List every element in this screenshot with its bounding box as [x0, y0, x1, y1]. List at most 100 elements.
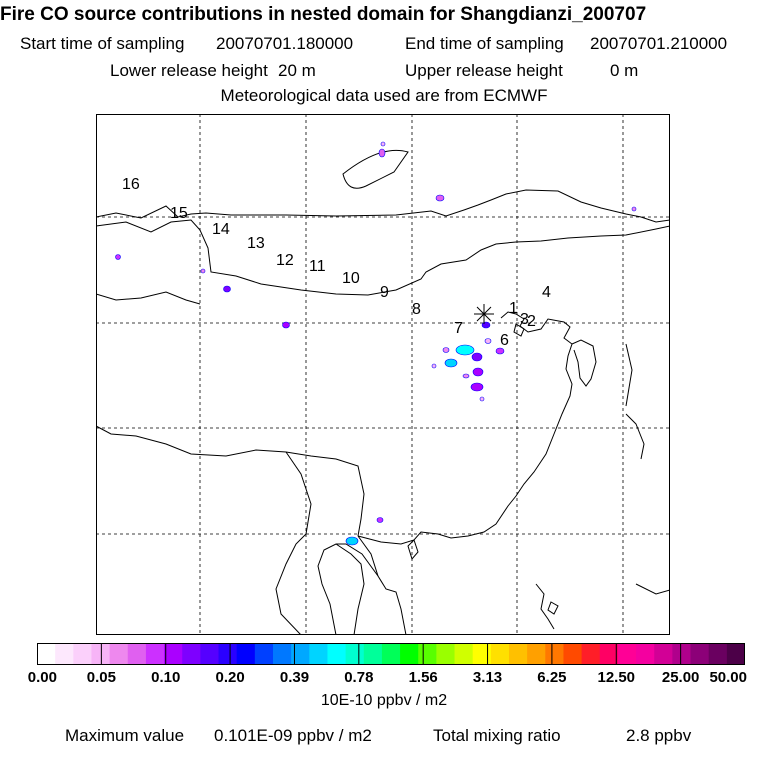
colorbar-cell [400, 643, 419, 665]
colorbar-cell [145, 643, 165, 665]
fire-blob-low [376, 517, 384, 523]
colorbar-cell [363, 643, 383, 665]
colorbar-cell [581, 643, 601, 665]
trajectory-label: 8 [412, 301, 421, 318]
fire-blob-low [462, 373, 470, 379]
trajectory-label: 16 [122, 176, 140, 193]
colorbar-cell [527, 643, 546, 665]
colorbar-tick-label: 25.00 [661, 669, 700, 686]
colorbar-tick-label: 0.05 [86, 669, 116, 686]
fire-blob-low [435, 194, 445, 202]
colorbar-tick-label: 6.25 [537, 669, 567, 686]
fire-contributions [115, 141, 637, 546]
trajectory-label: 15 [170, 205, 188, 222]
colorbar-cell [164, 643, 183, 665]
colorbar-cell [509, 643, 528, 665]
colorbar-cell [327, 643, 347, 665]
upper-release-label: Upper release height [405, 61, 563, 80]
map-borders [96, 149, 670, 635]
colorbar-cell [309, 643, 329, 665]
colorbar-tick-label: 3.13 [472, 669, 503, 686]
met-data-line: Meteorological data used are from ECMWF [220, 86, 548, 105]
trajectory-label: 4 [542, 284, 551, 301]
colorbar-tick-label: 12.50 [597, 669, 636, 686]
colorbar-cell [254, 643, 274, 665]
colorbar-cell [55, 643, 74, 665]
colorbar-tick-label: 0.78 [344, 669, 374, 686]
trajectory-label: 13 [247, 235, 265, 252]
fire-blob-low [431, 363, 437, 369]
colorbar-cell [545, 643, 565, 665]
colorbar-cell [91, 643, 111, 665]
fire-blob-low [200, 268, 206, 274]
map-frame [96, 114, 670, 635]
colorbar-cell [726, 643, 745, 665]
lower-release-label: Lower release height [110, 61, 268, 80]
trajectory-label: 12 [276, 252, 294, 269]
total-mixing-label: Total mixing ratio [433, 726, 561, 745]
colorbar-tick-label: 0.39 [279, 669, 310, 686]
colorbar-cell [182, 643, 201, 665]
fire-blob-low [631, 206, 637, 212]
colorbar-cell [708, 643, 728, 665]
colorbar-unit: 10E-10 ppbv / m2 [320, 692, 448, 709]
fire-blob-low [442, 347, 450, 353]
colorbar-cell [345, 643, 365, 665]
trajectory-label: 7 [454, 320, 463, 337]
map-panel: 16 15 14 13 12 11 10 9 8 7 6 1 2 3 4 [96, 114, 670, 635]
upper-release-value: 0 m [610, 61, 639, 80]
colorbar-cell [109, 643, 129, 665]
total-mixing-value: 2.8 ppbv [626, 726, 692, 745]
fire-blob-low [484, 338, 492, 344]
max-value-label: Maximum value [65, 726, 185, 745]
fire-blob-low [471, 352, 483, 362]
colorbar-cell [418, 643, 437, 665]
fire-blob-low [115, 254, 121, 260]
colorbar-cell [672, 643, 692, 665]
map-title: Fire CO source contributions in nested d… [0, 4, 647, 25]
fire-blob-low [378, 148, 386, 158]
fire-blob-medium [444, 358, 458, 368]
colorbar-cell [563, 643, 583, 665]
colorbar-cell [37, 643, 56, 665]
trajectory-label: 1 [509, 300, 518, 317]
colorbar-cell [599, 643, 619, 665]
colorbar-cell [273, 643, 292, 665]
fire-blob-low [470, 382, 484, 392]
receptor-asterisk-icon [474, 304, 494, 324]
colorbar-tick-label: 50.00 [709, 669, 747, 686]
start-time-value: 20070701.180000 [216, 34, 354, 53]
fire-blob-low [479, 396, 485, 402]
colorbar-cell [490, 643, 510, 665]
trajectory-label: 9 [380, 284, 389, 301]
fire-blob-low [481, 321, 491, 329]
fire-blob-high [455, 344, 475, 356]
colorbar-cell [472, 643, 492, 665]
colorbar-cell [454, 643, 474, 665]
end-time-label: End time of sampling [405, 34, 564, 53]
colorbar-cell [690, 643, 710, 665]
colorbar-cell [617, 643, 637, 665]
colorbar-cell [236, 643, 256, 665]
start-time-label: Start time of sampling [20, 34, 185, 53]
trajectory-label: 14 [212, 221, 230, 238]
colorbar-tick-label: 0.10 [151, 669, 181, 686]
fire-blob-low [472, 367, 484, 377]
colorbar-cell [291, 643, 310, 665]
fire-blob-low [495, 347, 505, 355]
max-value: 0.101E-09 ppbv / m2 [214, 726, 372, 745]
colorbar-cell [436, 643, 456, 665]
fire-blob-low [223, 285, 231, 293]
fire-blob-low [282, 321, 290, 329]
lower-release-value: 20 m [278, 61, 316, 80]
end-time-value: 20070701.210000 [590, 34, 728, 53]
trajectory-label: 2 [527, 313, 536, 330]
colorbar-cell [381, 643, 401, 665]
trajectory-label: 6 [500, 332, 509, 349]
colorbar-cell [73, 643, 93, 665]
fire-blob-medium [345, 536, 359, 546]
colorbar-tick-label: 0.00 [27, 669, 57, 686]
trajectory-label: 3 [520, 311, 529, 328]
fire-blob-low [380, 141, 386, 147]
colorbar-cell [636, 643, 655, 665]
